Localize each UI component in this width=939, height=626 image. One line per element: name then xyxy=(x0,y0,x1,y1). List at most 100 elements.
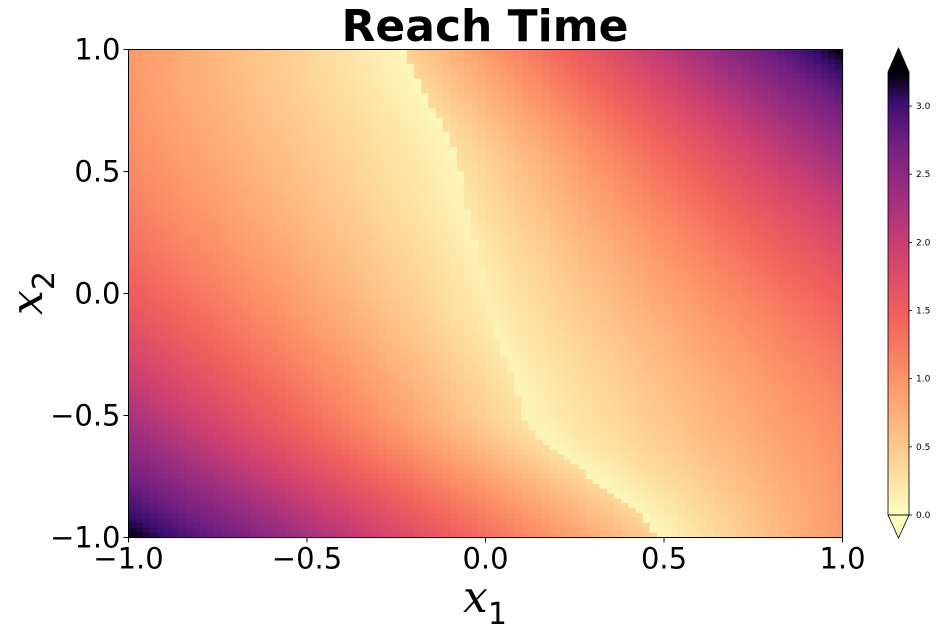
heatmap-cell xyxy=(235,176,244,182)
heatmap-cell xyxy=(199,215,208,221)
heatmap-cell xyxy=(314,288,322,295)
heatmap-cell xyxy=(799,98,808,104)
heatmap-cell xyxy=(478,98,487,104)
heatmap-cell xyxy=(164,49,172,55)
heatmap-cell xyxy=(249,278,258,285)
heatmap-cell xyxy=(442,195,451,202)
heatmap-cell xyxy=(185,54,194,60)
heatmap-cell xyxy=(806,93,815,99)
heatmap-cell xyxy=(199,166,208,173)
heatmap-cell xyxy=(828,273,836,280)
heatmap-cell xyxy=(207,161,215,168)
heatmap-cell xyxy=(821,108,829,114)
heatmap-cell xyxy=(771,225,779,231)
heatmap-cell xyxy=(392,88,401,95)
heatmap-cell xyxy=(828,210,836,217)
heatmap-cell xyxy=(257,176,265,182)
heatmap-cell xyxy=(564,200,572,207)
heatmap-cell xyxy=(185,73,194,80)
heatmap-cell xyxy=(435,108,444,114)
heatmap-cell xyxy=(514,88,522,95)
heatmap-cell xyxy=(692,288,701,295)
heatmap-cell xyxy=(307,225,315,231)
heatmap-cell xyxy=(192,59,201,65)
heatmap-cell xyxy=(478,273,487,280)
heatmap-cell xyxy=(128,151,137,158)
heatmap-cell xyxy=(535,59,544,65)
heatmap-cell xyxy=(506,186,515,192)
heatmap-cell xyxy=(678,151,687,158)
heatmap-cell xyxy=(214,215,222,221)
heatmap-cell xyxy=(292,239,301,246)
heatmap-cell xyxy=(249,220,258,226)
heatmap-cell xyxy=(342,54,351,60)
heatmap-cell xyxy=(285,205,294,212)
heatmap-cell xyxy=(421,88,429,95)
heatmap-cell xyxy=(242,288,251,295)
heatmap-cell xyxy=(449,215,458,221)
heatmap-cell xyxy=(656,156,665,163)
heatmap-cell xyxy=(428,200,437,207)
heatmap-cell xyxy=(349,147,358,153)
heatmap-cell xyxy=(606,254,615,260)
heatmap-cell xyxy=(656,220,665,226)
heatmap-cell xyxy=(571,69,579,75)
heatmap-cell xyxy=(606,122,615,129)
heatmap-cell xyxy=(678,137,687,143)
heatmap-cell xyxy=(606,210,615,217)
heatmap-cell xyxy=(328,234,337,241)
heatmap-cell xyxy=(713,83,722,90)
heatmap-cell xyxy=(835,239,844,246)
heatmap-cell xyxy=(621,249,629,256)
heatmap-cell xyxy=(735,112,744,119)
heatmap-cell xyxy=(399,112,408,119)
heatmap-cell xyxy=(785,69,794,75)
heatmap-cell xyxy=(364,69,372,75)
heatmap-cell xyxy=(806,210,815,217)
heatmap-cell xyxy=(713,132,722,138)
heatmap-cell xyxy=(621,122,629,129)
heatmap-cell xyxy=(728,259,736,265)
heatmap-cell xyxy=(192,142,201,148)
heatmap-cell xyxy=(835,249,844,256)
heatmap-cell xyxy=(585,93,594,99)
heatmap-cell xyxy=(321,244,330,251)
heatmap-cell xyxy=(128,83,137,90)
heatmap-cell xyxy=(685,181,694,187)
heatmap-cell xyxy=(242,264,251,270)
heatmap-cell xyxy=(406,83,415,90)
heatmap-cell xyxy=(706,186,715,192)
heatmap-cell xyxy=(442,78,451,85)
heatmap-cell xyxy=(406,64,415,70)
heatmap-cell xyxy=(135,122,144,129)
heatmap-cell xyxy=(171,205,180,212)
heatmap-cell xyxy=(492,112,501,119)
heatmap-cell xyxy=(314,161,322,168)
heatmap-cell xyxy=(342,200,351,207)
heatmap-cell xyxy=(285,147,294,153)
heatmap-cell xyxy=(778,171,786,177)
heatmap-cell xyxy=(314,269,322,275)
heatmap-cell xyxy=(664,259,672,265)
heatmap-cell xyxy=(485,156,494,163)
heatmap-cell xyxy=(242,64,251,70)
heatmap-cell xyxy=(571,244,579,251)
heatmap-cell xyxy=(749,283,758,290)
heatmap-cell xyxy=(271,103,280,109)
heatmap-cell xyxy=(585,127,594,134)
heatmap-cell xyxy=(278,254,287,260)
heatmap-cell xyxy=(821,147,829,153)
heatmap-cell xyxy=(406,259,415,265)
heatmap-cell xyxy=(792,69,801,75)
heatmap-cell xyxy=(299,195,308,202)
heatmap-cell xyxy=(735,191,744,197)
heatmap-cell xyxy=(428,264,437,270)
heatmap-cell xyxy=(364,249,372,256)
heatmap-cell xyxy=(785,171,794,177)
heatmap-cell xyxy=(813,176,822,182)
heatmap-cell xyxy=(385,73,394,80)
heatmap-cell xyxy=(299,205,308,212)
heatmap-cell xyxy=(528,195,537,202)
heatmap-cell xyxy=(492,288,501,295)
heatmap-cell xyxy=(299,249,308,256)
